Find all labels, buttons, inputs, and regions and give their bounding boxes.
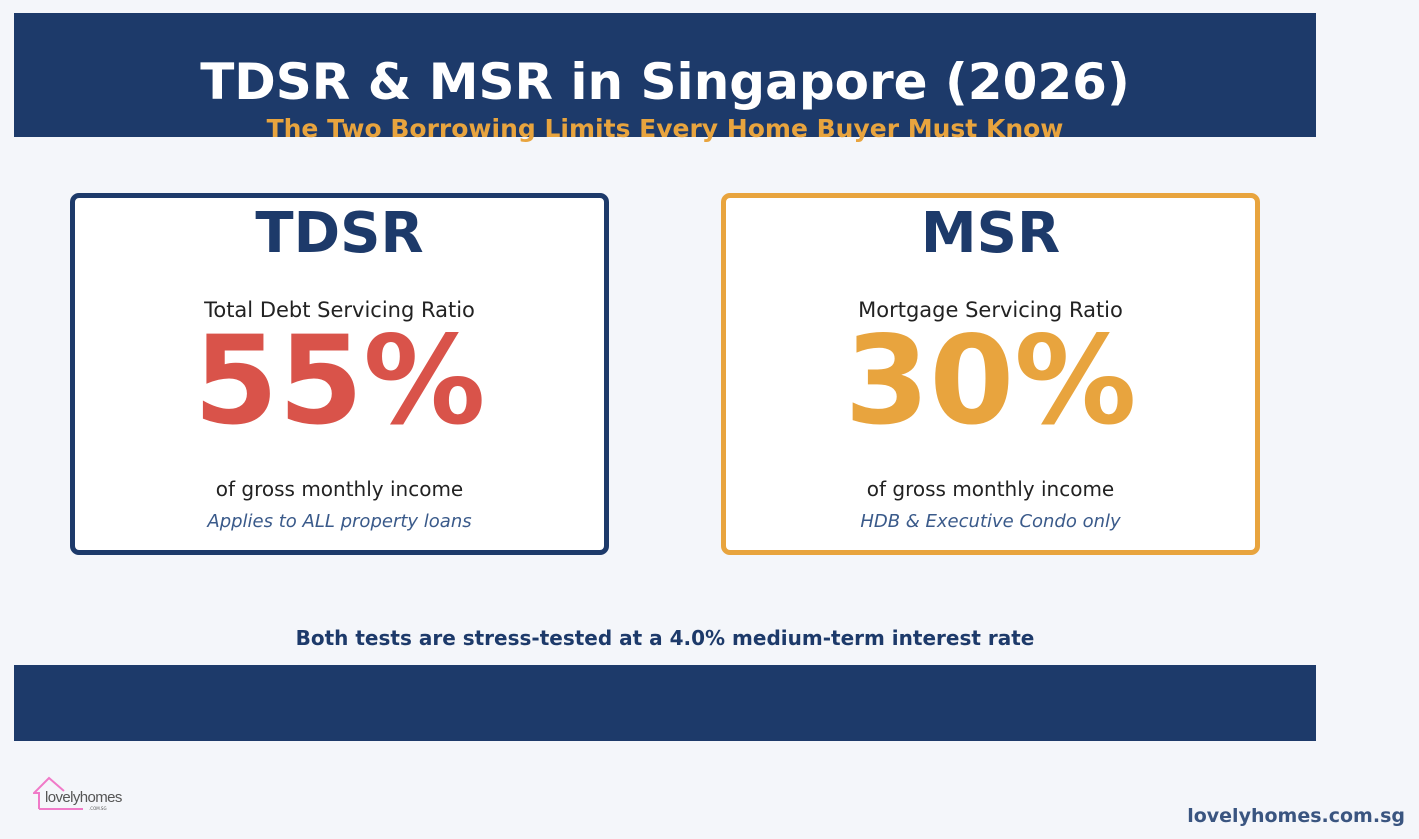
card-full-name: Mortgage Servicing Ratio: [858, 298, 1123, 322]
card-percent: 55%: [193, 310, 486, 452]
card-full-name: Total Debt Servicing Ratio: [204, 298, 475, 322]
card-note: Applies to ALL property loans: [207, 511, 472, 532]
page-title: TDSR & MSR in Singapore (2026): [200, 53, 1130, 111]
website-url: lovelyhomes.com.sg: [1187, 805, 1405, 827]
logo-text: lovelyhomes: [45, 789, 122, 806]
card-description: of gross monthly income: [215, 477, 464, 501]
house-outline-icon: [33, 776, 83, 810]
card-description: of gross monthly income: [866, 477, 1115, 501]
card-percent: 30%: [844, 310, 1137, 452]
page-subtitle: The Two Borrowing Limits Every Home Buye…: [266, 114, 1064, 143]
tdsr-card: TDSR Total Debt Servicing Ratio 55% of g…: [70, 193, 609, 555]
lovelyhomes-logo: lovelyhomes .COM.SG: [33, 776, 143, 812]
footer-bar: [14, 665, 1316, 741]
header-banner: TDSR & MSR in Singapore (2026) The Two B…: [14, 13, 1316, 141]
stress-test-note: Both tests are stress-tested at a 4.0% m…: [295, 626, 1035, 650]
logo-subtext: .COM.SG: [89, 806, 107, 811]
card-abbr: MSR: [920, 201, 1061, 266]
msr-card: MSR Mortgage Servicing Ratio 30% of gros…: [721, 193, 1260, 555]
card-note: HDB & Executive Condo only: [860, 511, 1121, 532]
card-abbr: TDSR: [255, 201, 424, 266]
